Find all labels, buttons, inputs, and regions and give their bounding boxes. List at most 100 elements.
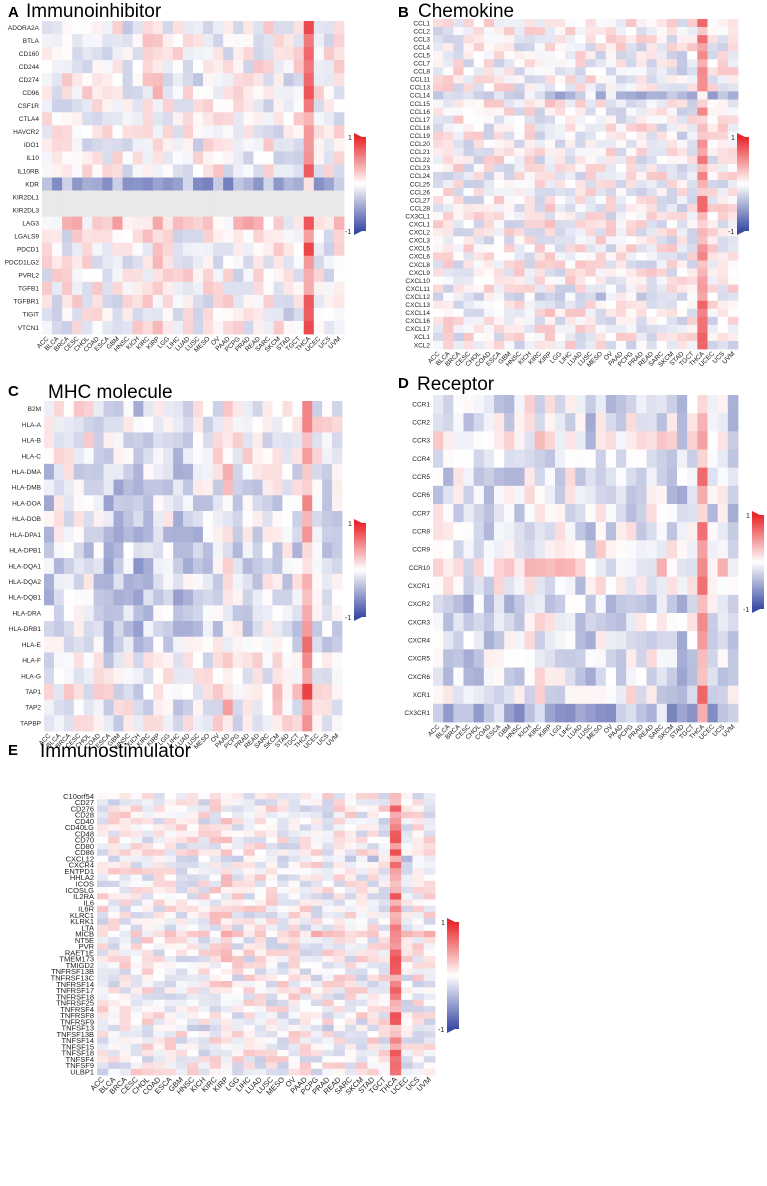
- heatmap-cell: [282, 636, 293, 653]
- heatmap-cell: [175, 855, 188, 863]
- heatmap-cell: [585, 163, 597, 173]
- heatmap-cell: [626, 540, 637, 559]
- heatmap-cell: [636, 27, 647, 36]
- heatmap-cell: [266, 824, 278, 831]
- heatmap-cell: [646, 558, 658, 578]
- heatmap-cell: [504, 324, 515, 334]
- heatmap-cell: [356, 1012, 368, 1019]
- row-label: CD80: [75, 842, 94, 851]
- heatmap-cell: [164, 943, 177, 951]
- heatmap-cell: [565, 35, 576, 44]
- heatmap-cell: [122, 190, 133, 204]
- heatmap-cell: [473, 155, 485, 165]
- heatmap-cell: [514, 131, 525, 141]
- heatmap-cell: [299, 1062, 312, 1070]
- heatmap-cell: [198, 949, 211, 957]
- heatmap-cell: [288, 949, 301, 957]
- heatmap-cell: [62, 73, 73, 87]
- heatmap-cell: [483, 504, 495, 523]
- heatmap-cell: [232, 955, 244, 963]
- heatmap-cell: [243, 924, 256, 932]
- heatmap-cell: [252, 573, 263, 590]
- heatmap-cell: [83, 432, 95, 449]
- heatmap-cell: [311, 1024, 323, 1032]
- heatmap-cell: [292, 636, 303, 653]
- heatmap-cell: [666, 467, 678, 487]
- heatmap-cell: [153, 683, 164, 700]
- heatmap-cell: [626, 449, 637, 469]
- heatmap-cell: [483, 228, 495, 237]
- heatmap-cell: [378, 924, 391, 932]
- heatmap-cell: [283, 229, 295, 244]
- heatmap-cell: [283, 255, 295, 270]
- heatmap-cell: [433, 99, 444, 108]
- heatmap-cell: [302, 511, 313, 528]
- heatmap-cell: [333, 1068, 346, 1076]
- heatmap-cell: [483, 395, 495, 414]
- heatmap-cell: [163, 526, 174, 543]
- heatmap-cell: [299, 999, 312, 1007]
- heatmap-cell: [356, 1024, 368, 1032]
- heatmap-cell: [213, 112, 224, 126]
- heatmap-cell: [514, 703, 525, 723]
- heatmap-cell: [443, 188, 454, 197]
- heatmap-cell: [243, 818, 256, 825]
- heatmap-cell: [504, 431, 515, 450]
- heatmap-cell: [595, 107, 607, 116]
- heatmap-cell: [173, 558, 184, 575]
- heatmap-cell: [389, 805, 402, 813]
- heatmap-cell: [453, 27, 464, 36]
- heatmap-cell: [555, 99, 566, 108]
- heatmap-cell: [209, 1049, 222, 1057]
- heatmap-cell: [595, 594, 607, 614]
- heatmap-cell: [605, 244, 617, 253]
- heatmap-cell: [443, 685, 454, 705]
- heatmap-cell: [122, 177, 133, 191]
- heatmap-cell: [142, 21, 154, 35]
- heatmap-cell: [83, 401, 95, 418]
- heatmap-cell: [697, 308, 708, 318]
- heatmap-cell: [534, 220, 546, 229]
- heatmap-cell: [193, 320, 204, 335]
- heatmap-cell: [173, 511, 184, 528]
- panel-title: Immunoinhibitor: [26, 1, 162, 22]
- heatmap-cell: [119, 918, 132, 925]
- heatmap-cell: [433, 188, 444, 197]
- heatmap-cell: [220, 887, 233, 894]
- heatmap-cell: [293, 125, 305, 139]
- heatmap-cell: [232, 636, 244, 653]
- heatmap-cell: [616, 244, 627, 253]
- heatmap-cell: [463, 649, 475, 668]
- heatmap-cell: [483, 107, 495, 116]
- heatmap-cell: [175, 1068, 188, 1076]
- heatmap-cell: [213, 229, 224, 244]
- heatmap-cell: [378, 887, 391, 894]
- heatmap-cell: [312, 573, 323, 590]
- heatmap-cell: [401, 1068, 413, 1076]
- heatmap-cell: [322, 887, 334, 894]
- heatmap-cell: [646, 91, 658, 100]
- heatmap-cell: [401, 955, 413, 963]
- heatmap-cell: [108, 874, 120, 882]
- heatmap-cell: [544, 276, 556, 286]
- heatmap-cell: [130, 1018, 143, 1026]
- heatmap-cell: [333, 86, 345, 100]
- heatmap-cell: [277, 955, 289, 963]
- heatmap-cell: [187, 893, 199, 900]
- heatmap-cell: [344, 843, 357, 850]
- heatmap-cell: [544, 171, 556, 181]
- heatmap-cell: [277, 899, 289, 907]
- heatmap-cell: [277, 1049, 289, 1057]
- heatmap-cell: [575, 284, 586, 294]
- heatmap-cell: [332, 715, 343, 732]
- heatmap-cell: [514, 332, 525, 342]
- heatmap-cell: [142, 1031, 154, 1038]
- heatmap-cell: [717, 340, 729, 350]
- heatmap-cell: [356, 880, 368, 888]
- heatmap-cell: [282, 463, 293, 480]
- heatmap-cell: [303, 203, 315, 218]
- heatmap-cell: [266, 949, 278, 957]
- heatmap-cell: [303, 229, 315, 244]
- heatmap-cell: [727, 196, 739, 205]
- row-label: CD48: [75, 829, 94, 838]
